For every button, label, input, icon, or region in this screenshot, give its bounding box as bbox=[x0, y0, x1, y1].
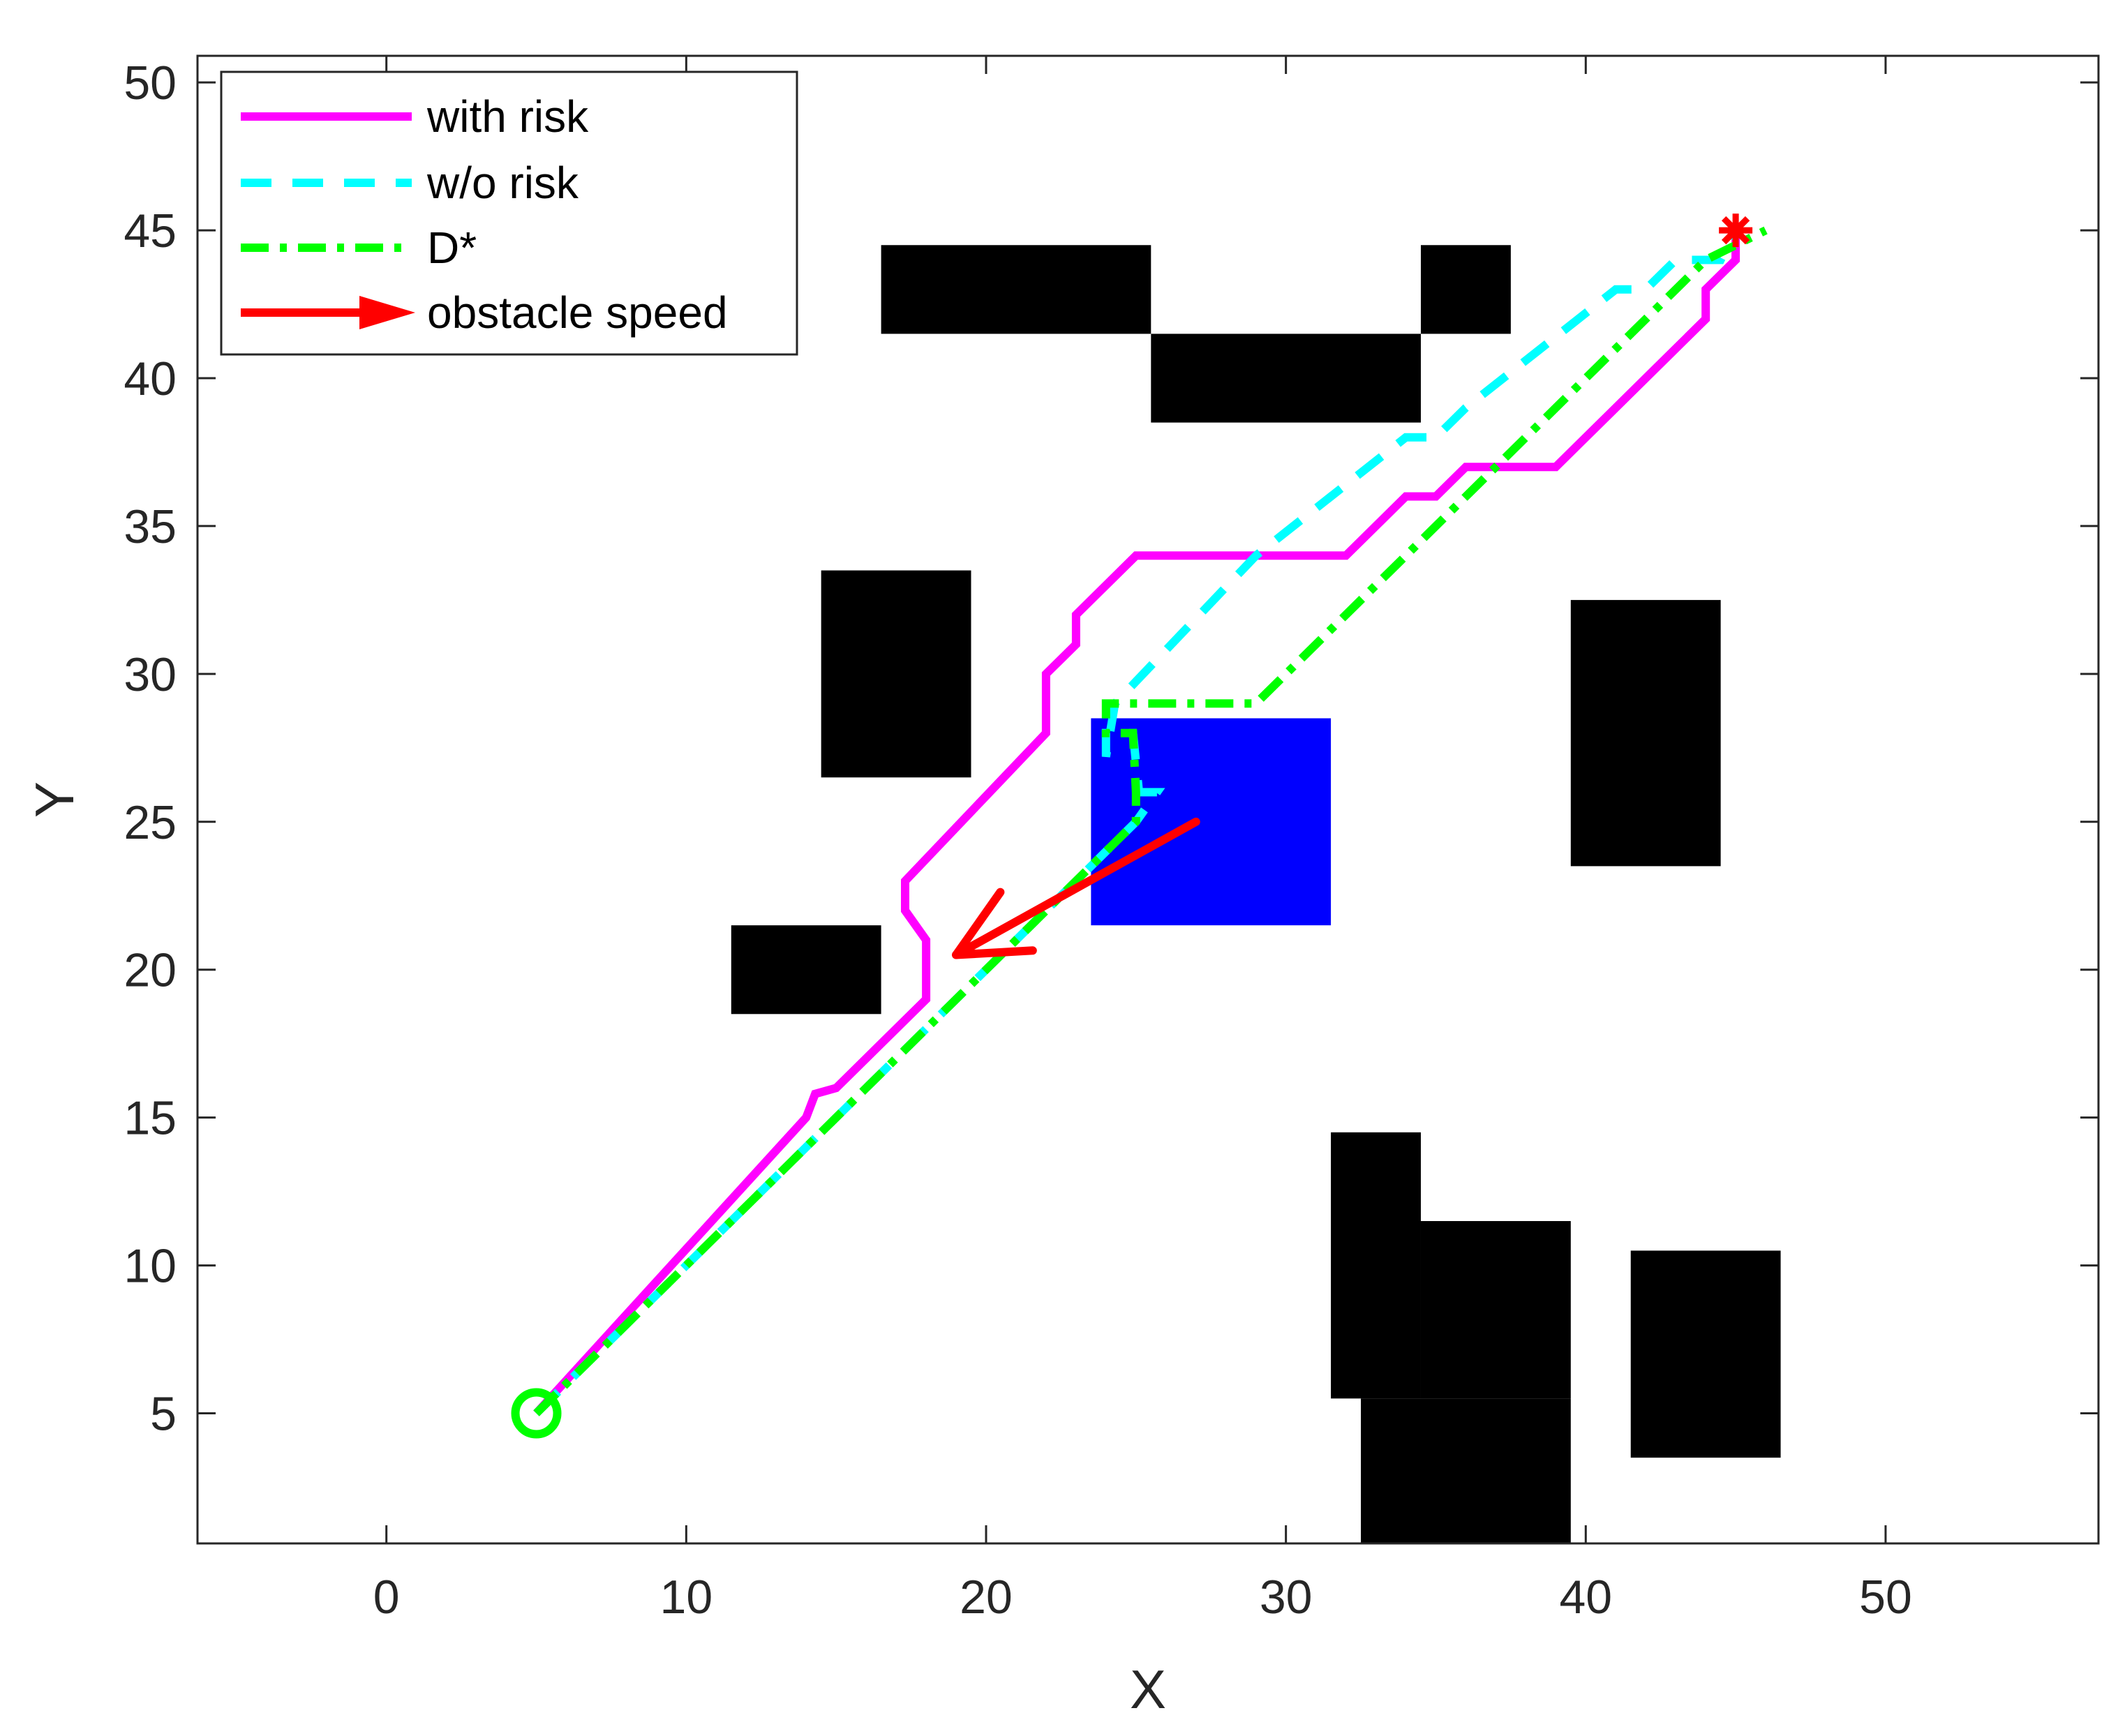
obstacle-block-5 bbox=[1570, 599, 1721, 867]
x-tick-label: 30 bbox=[1260, 1571, 1313, 1624]
obstacle-block-4 bbox=[821, 570, 971, 778]
obstacle-block-6 bbox=[731, 925, 881, 1015]
path-dstar bbox=[533, 226, 1768, 1416]
y-tick-label: 35 bbox=[124, 500, 177, 553]
legend-swatch-arrowhead bbox=[359, 296, 415, 329]
obstacle-block-9 bbox=[1361, 1398, 1571, 1543]
y-tick-label: 20 bbox=[124, 944, 177, 997]
path-without-risk bbox=[533, 228, 1740, 1416]
obstacle-block-2 bbox=[1420, 245, 1511, 334]
x-tick-label: 10 bbox=[660, 1571, 713, 1624]
legend-label-wo-risk: w/o risk bbox=[426, 158, 579, 208]
legend-label-arrow: obstacle speed bbox=[427, 287, 728, 338]
obstacle-block-1 bbox=[881, 245, 1151, 334]
axes-layer: 0 10 20 30 40 50 5 10 15 20 25 30 35 40 45 50 bbox=[124, 54, 2100, 1624]
obstacle-speed-arrow-head bbox=[952, 888, 1037, 959]
obstacle-block-8 bbox=[1420, 1220, 1571, 1399]
obstacle-block-10 bbox=[1630, 1250, 1781, 1458]
obstacle-speed-arrow-shaft bbox=[952, 817, 1200, 959]
x-tick-label: 0 bbox=[373, 1571, 400, 1624]
axes-box bbox=[196, 54, 2100, 1545]
x-axis-title: X bbox=[1130, 1659, 1166, 1720]
x-tick-label: 50 bbox=[1859, 1571, 1912, 1624]
y-tick-label: 45 bbox=[124, 204, 177, 257]
y-tick-label: 30 bbox=[124, 648, 177, 701]
y-tick-label: 5 bbox=[150, 1388, 177, 1441]
start-marker bbox=[511, 1388, 562, 1439]
x-tick-label: 20 bbox=[960, 1571, 1013, 1624]
y-axis-title: Y bbox=[24, 781, 85, 818]
y-tick-label: 25 bbox=[124, 796, 177, 849]
goal-marker-stroke-4 bbox=[1721, 216, 1750, 245]
x-tick-label: 40 bbox=[1559, 1571, 1612, 1624]
legend-label-with-risk: with risk bbox=[426, 91, 589, 142]
path-with-risk bbox=[533, 230, 1740, 1416]
y-tick-label: 40 bbox=[124, 352, 177, 405]
dynamic-obstacle bbox=[1091, 718, 1332, 926]
y-tick-label: 10 bbox=[124, 1240, 177, 1293]
series-layer bbox=[511, 214, 1768, 1439]
y-tick-label: 15 bbox=[124, 1092, 177, 1145]
obstacle-block-3 bbox=[1151, 334, 1421, 423]
y-tick-label: 50 bbox=[124, 57, 177, 110]
obstacle-block-7 bbox=[1331, 1132, 1421, 1399]
legend-label-dstar: D* bbox=[427, 223, 477, 273]
legend: with risk w/o risk D* obstacle speed bbox=[220, 70, 798, 356]
